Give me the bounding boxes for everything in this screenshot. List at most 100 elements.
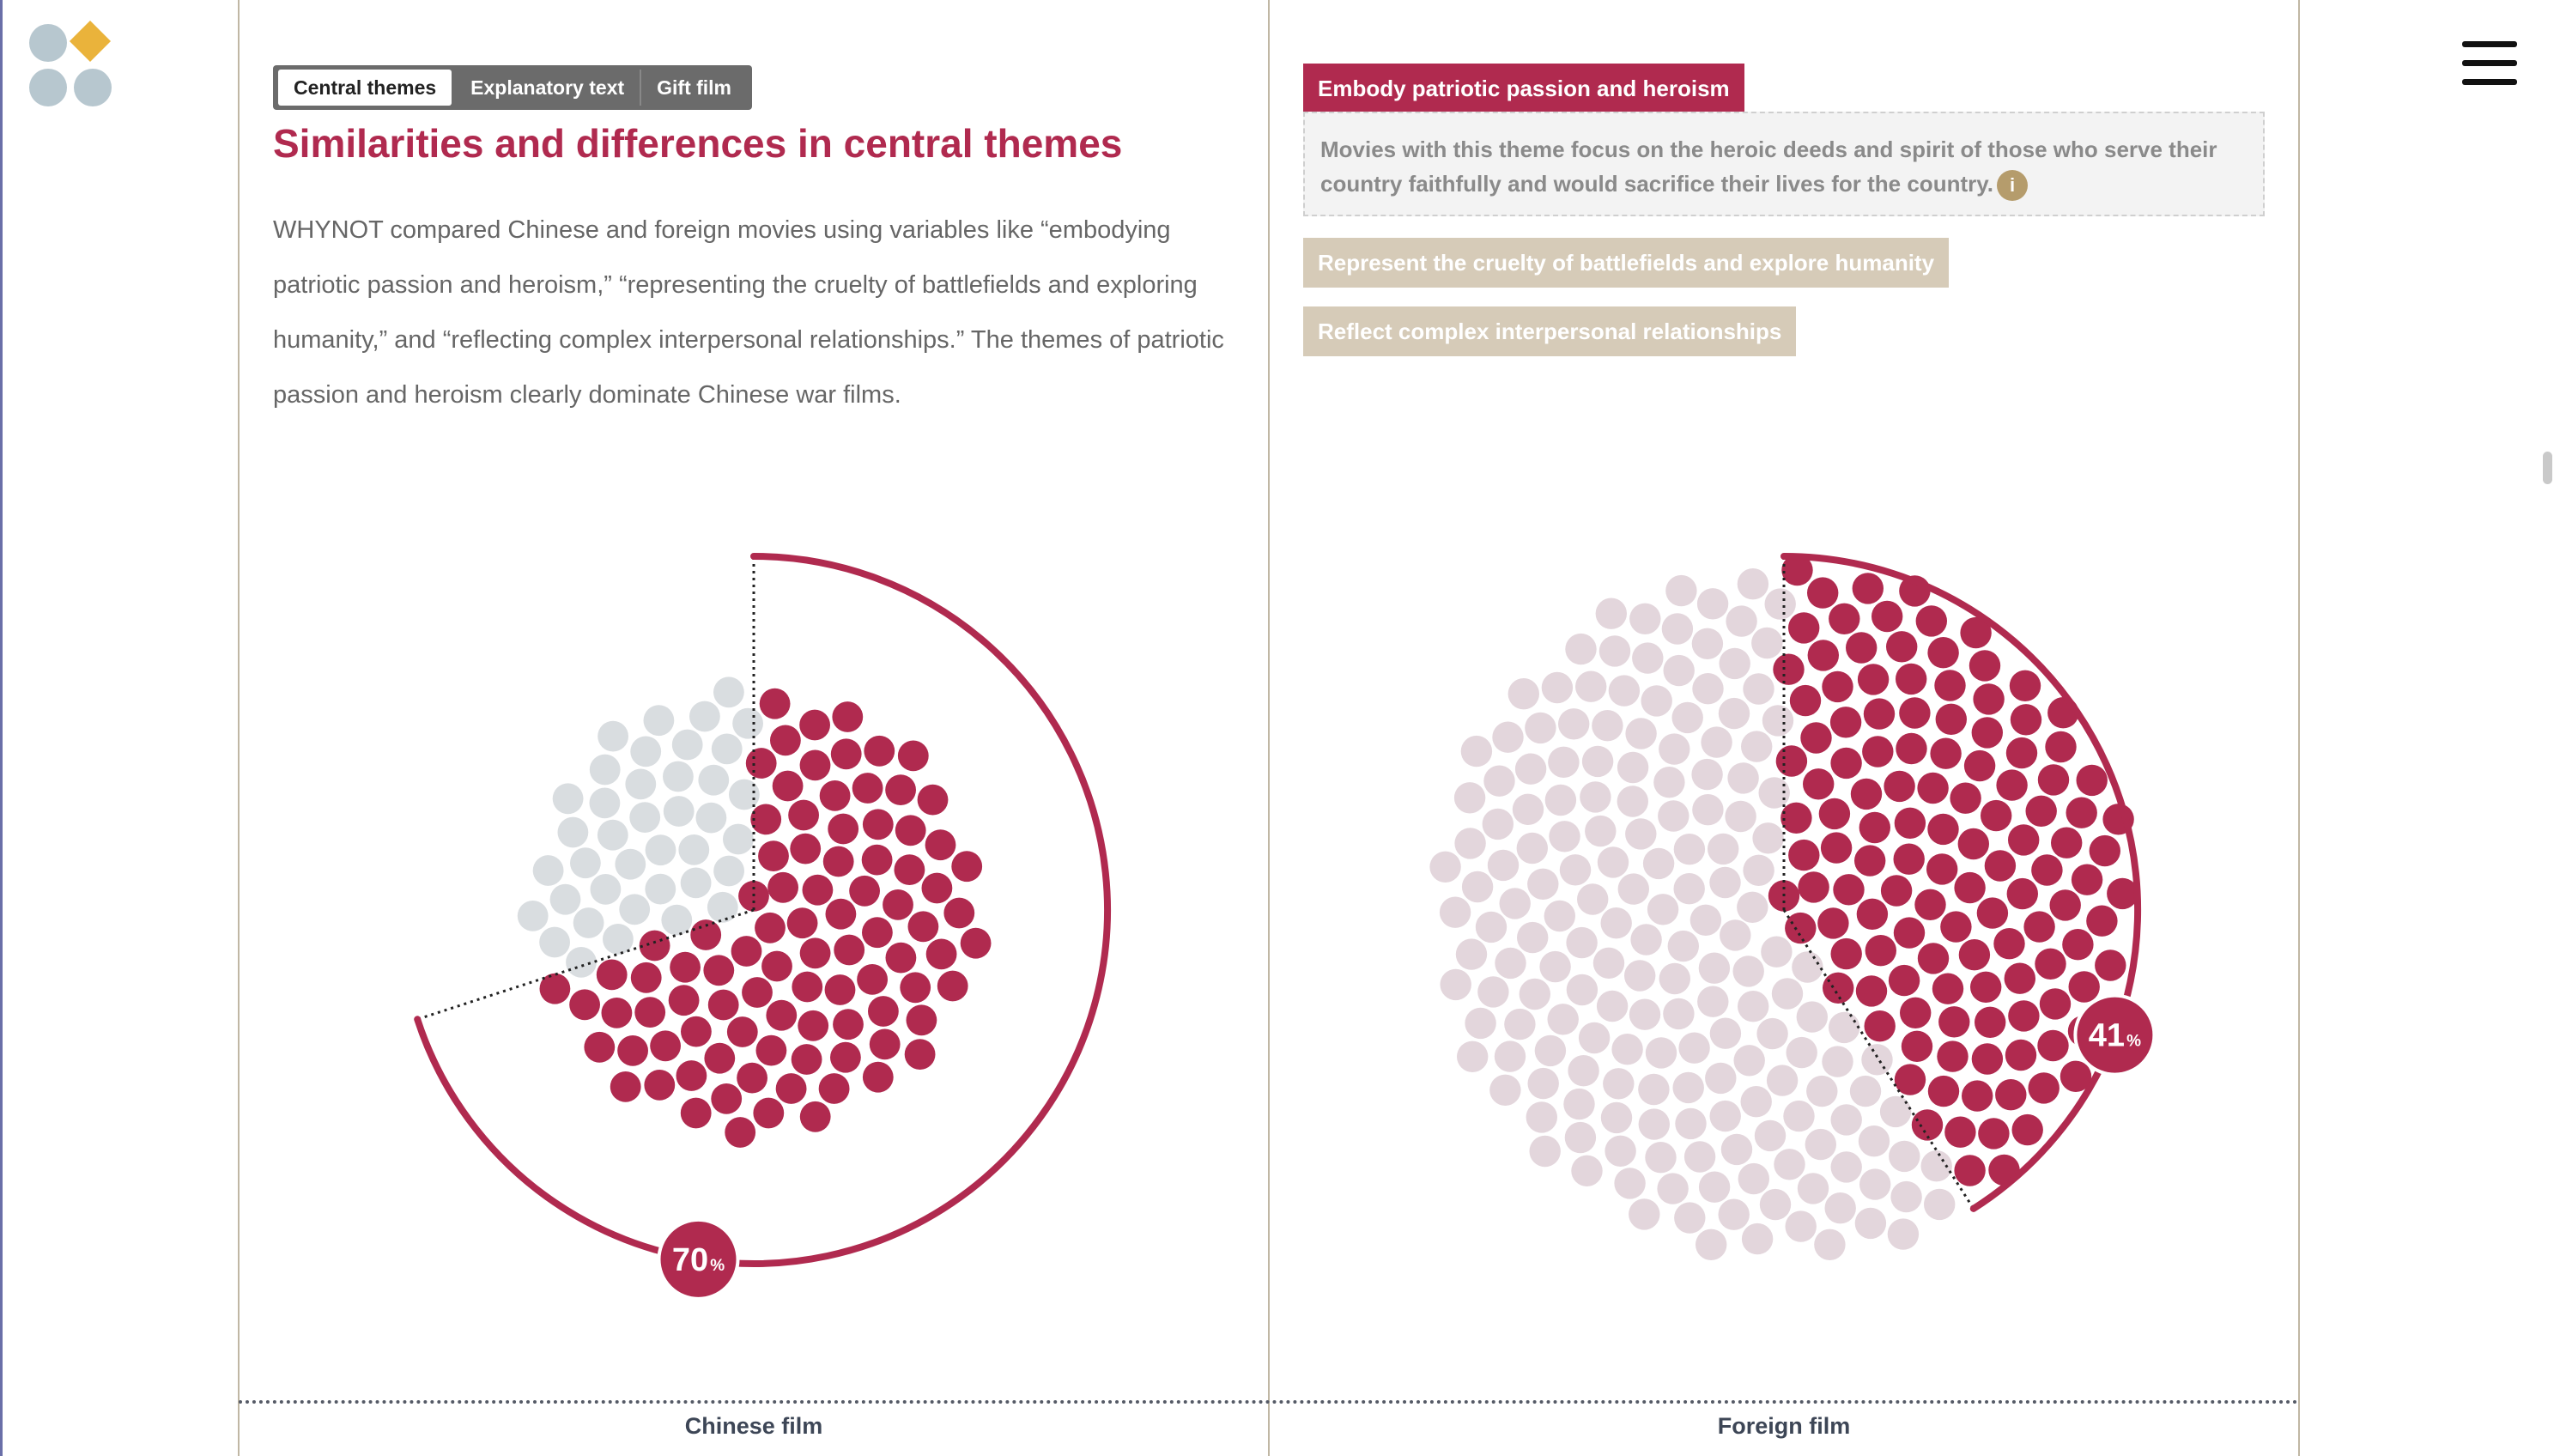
dot-inactive	[1617, 873, 1649, 905]
dot-highlighted	[849, 875, 880, 907]
dot-inactive	[1701, 726, 1732, 758]
dot-highlighted	[900, 972, 931, 1004]
dot-highlighted	[788, 799, 819, 831]
dot-highlighted	[2009, 670, 2041, 701]
hamburger-menu-icon[interactable]	[2462, 41, 2517, 88]
dot-inactive	[1642, 847, 1675, 880]
dot-inactive	[1460, 735, 1493, 767]
dot-highlighted	[2071, 864, 2103, 895]
dot-inactive	[671, 729, 703, 761]
dot-inactive	[698, 764, 730, 796]
dot-highlighted	[833, 1009, 864, 1040]
dot-inactive	[1547, 1004, 1579, 1035]
dot-inactive	[1624, 960, 1656, 992]
dot-highlighted	[711, 1083, 743, 1114]
dot-highlighted	[1859, 811, 1890, 844]
dot-highlighted	[1944, 1116, 1976, 1148]
dot-highlighted	[1938, 1006, 1970, 1038]
dot-inactive	[1726, 605, 1757, 637]
dot-highlighted	[2089, 834, 2120, 867]
dot-highlighted	[1822, 670, 1853, 703]
dot-highlighted	[1963, 749, 1996, 782]
dot-inactive	[1492, 721, 1524, 753]
dot-highlighted	[895, 815, 926, 846]
chart-foreign-film: 41%	[1355, 515, 2213, 1339]
dot-highlighted	[828, 813, 859, 845]
dot-inactive	[566, 947, 597, 978]
dot-highlighted	[2005, 737, 2038, 769]
dot-inactive	[1675, 1107, 1707, 1140]
dot-highlighted	[1975, 1006, 2006, 1038]
dot-highlighted	[1773, 653, 1805, 685]
site-logo[interactable]	[26, 19, 120, 113]
dot-inactive	[1647, 894, 1679, 925]
dot-highlighted	[925, 938, 957, 970]
dot-inactive	[1849, 1075, 1882, 1107]
dot-inactive	[661, 904, 693, 936]
dot-highlighted	[703, 955, 735, 986]
dot-inactive	[663, 761, 694, 792]
dot-inactive	[707, 891, 738, 923]
dot-highlighted	[819, 780, 851, 811]
dot-highlighted	[1911, 1109, 1944, 1141]
info-icon[interactable]: i	[1997, 170, 2028, 202]
dot-inactive	[689, 701, 720, 732]
dot-highlighted	[1932, 973, 1964, 1004]
dot-inactive	[570, 847, 601, 879]
dot-inactive	[1439, 896, 1471, 928]
dot-inactive	[1720, 919, 1751, 951]
dot-inactive	[1854, 1207, 1887, 1240]
dot-inactive	[1487, 849, 1520, 882]
dot-inactive	[573, 907, 604, 938]
theme-button-patriotic[interactable]: Embody patriotic passion and heroism	[1303, 64, 1744, 113]
dot-inactive	[1672, 1071, 1704, 1104]
dot-highlighted	[802, 874, 834, 906]
scrollbar-thumb[interactable]	[2543, 452, 2552, 484]
dot-inactive	[1879, 1095, 1912, 1128]
dot-inactive	[732, 707, 763, 739]
dot-highlighted	[630, 962, 662, 993]
dot-highlighted	[1803, 768, 1835, 800]
dot-inactive	[1661, 613, 1694, 645]
dot-highlighted	[1914, 889, 1946, 920]
dot-highlighted	[830, 738, 862, 770]
dot-highlighted	[894, 854, 925, 885]
dot-inactive	[1499, 888, 1531, 919]
tab-central-themes[interactable]: Central themes	[278, 70, 452, 106]
dot-inactive	[1822, 1046, 1853, 1077]
dot-highlighted	[883, 889, 913, 920]
dot-inactive	[589, 787, 621, 819]
dot-inactive	[1653, 767, 1685, 798]
dot-inactive	[1517, 921, 1549, 954]
dot-inactive	[1495, 947, 1526, 980]
dot-inactive	[1527, 868, 1559, 900]
dot-highlighted	[1969, 650, 2001, 682]
theme-description: Movies with this theme focus on the hero…	[1303, 112, 2265, 216]
dot-inactive	[1805, 1128, 1836, 1161]
dot-highlighted	[822, 846, 854, 877]
theme-button-battlefield[interactable]: Represent the cruelty of battlefields an…	[1303, 238, 1950, 288]
dot-inactive	[1641, 685, 1672, 717]
dot-highlighted	[1820, 832, 1853, 864]
dot-inactive	[711, 733, 743, 765]
dot-inactive	[645, 834, 676, 866]
dot-highlighted	[1781, 554, 1813, 586]
dot-inactive	[1600, 907, 1632, 939]
dot-highlighted	[1855, 975, 1888, 1007]
dot-inactive	[1597, 846, 1629, 878]
dot-inactive	[1673, 834, 1706, 865]
dot-highlighted	[2008, 1000, 2040, 1032]
dot-inactive	[1759, 1188, 1792, 1221]
dot-inactive	[1738, 991, 1769, 1022]
dot-highlighted	[1917, 772, 1949, 804]
tab-gift-film[interactable]: Gift film	[640, 70, 747, 106]
theme-button-relationships[interactable]: Reflect complex interpersonal relationsh…	[1303, 306, 1797, 356]
dot-inactive	[1740, 1086, 1772, 1118]
dot-inactive	[1629, 998, 1661, 1030]
dot-inactive	[1733, 1045, 1765, 1077]
dot-inactive	[1483, 765, 1515, 797]
tab-explanatory-text[interactable]: Explanatory text	[470, 76, 625, 99]
dot-inactive	[1625, 818, 1657, 850]
dot-highlighted	[1829, 603, 1860, 634]
dot-inactive	[1571, 1155, 1603, 1186]
